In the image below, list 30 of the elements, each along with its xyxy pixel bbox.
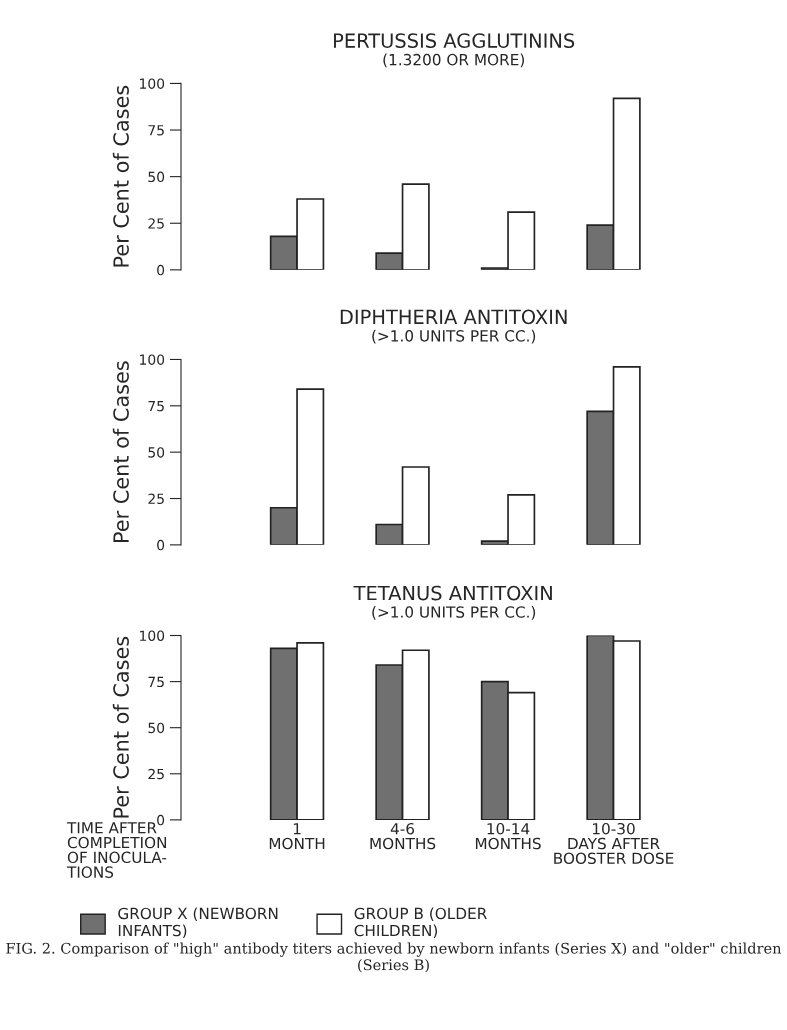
chart-title: DIPHTHERIA ANTITOXIN xyxy=(340,309,567,325)
y-tick-label: 75 xyxy=(148,400,164,412)
y-tick-label: 50 xyxy=(148,171,165,183)
legend-label: GROUP B (OLDER CHILDREN) xyxy=(354,907,487,939)
x-tick-label: 4-6 MONTHS xyxy=(370,822,436,850)
chart-title: PERTUSSIS AGGLUTININS xyxy=(334,33,575,48)
x-tick-label: 10-14 MONTHS xyxy=(475,822,541,850)
chart-title: TETANUS ANTITOXIN xyxy=(353,585,552,601)
y-tick-label: 100 xyxy=(140,630,165,641)
y-tick-label: 75 xyxy=(148,676,164,688)
y-axis-title: Per Cent of Cases xyxy=(112,361,129,542)
y-tick-label: 50 xyxy=(148,722,165,734)
y-tick-label: 75 xyxy=(148,125,164,136)
chart-subtitle: (>1.0 UNITS PER CC.) xyxy=(372,329,536,344)
y-tick-label: 100 xyxy=(140,354,165,365)
y-tick-label: 25 xyxy=(148,218,164,229)
y-tick-label: 0 xyxy=(157,264,165,276)
y-axis-title: Per Cent of Cases xyxy=(112,636,129,818)
x-tick-label: 10-30 DAYS AFTER BOOSTER DOSE xyxy=(554,822,674,865)
y-tick-label: 50 xyxy=(148,447,165,458)
chart-subtitle: (1.3200 OR MORE) xyxy=(383,53,524,68)
y-tick-label: 25 xyxy=(148,768,164,780)
y-axis-title: Per Cent of Cases xyxy=(112,85,129,267)
y-tick-label: 0 xyxy=(157,539,165,551)
x-tick-label: 1 MONTH xyxy=(269,823,325,850)
y-tick-label: 100 xyxy=(140,78,165,89)
y-tick-label: 25 xyxy=(148,493,164,504)
legend-label: GROUP X (NEWBORN INFANTS) xyxy=(118,907,278,939)
chart-subtitle: (>1.0 UNITS PER CC.) xyxy=(372,606,536,620)
caption: FIG. 2. Comparison of "high" antibody titers achieved by newborn infants (Series X) and "older" children (Series B) xyxy=(6,942,782,973)
